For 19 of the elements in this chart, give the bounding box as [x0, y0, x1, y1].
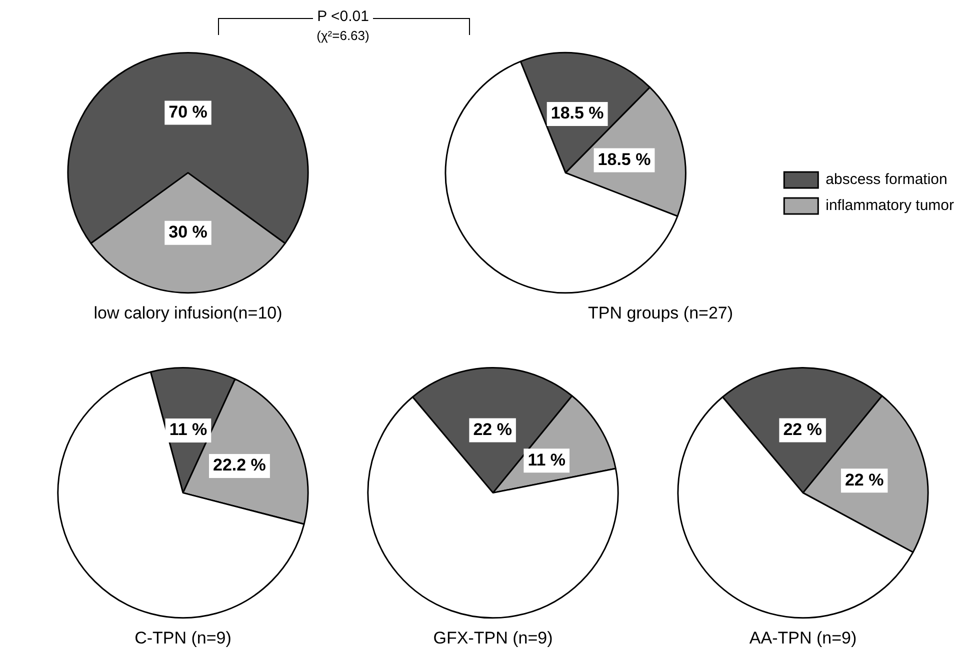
- text: (χ²=6.63): [312, 28, 374, 43]
- data-label: 30 %: [168, 222, 208, 242]
- data-label: 18.5 %: [550, 104, 604, 123]
- text: low calory infusion(n=10): [94, 303, 282, 322]
- legend-label: abscess formation: [826, 171, 948, 188]
- data-label: 22 %: [844, 470, 884, 490]
- legend-label: inflammatory tumor: [826, 197, 954, 214]
- data-label: 22 %: [783, 420, 822, 439]
- data-label: 18.5 %: [598, 150, 651, 169]
- data-label: 11 %: [528, 450, 566, 470]
- text: GFX-TPN (n=9): [433, 628, 553, 648]
- text: AA-TPN (n=9): [749, 628, 857, 648]
- data-label: 70 %: [168, 102, 208, 122]
- text: TPN groups (n=27): [588, 303, 734, 322]
- text: P <0.01: [313, 8, 373, 25]
- data-label: 11 %: [169, 420, 208, 440]
- data-label: 22.2 %: [212, 456, 266, 475]
- text: C-TPN (n=9): [134, 628, 232, 648]
- data-label: 22 %: [473, 420, 512, 439]
